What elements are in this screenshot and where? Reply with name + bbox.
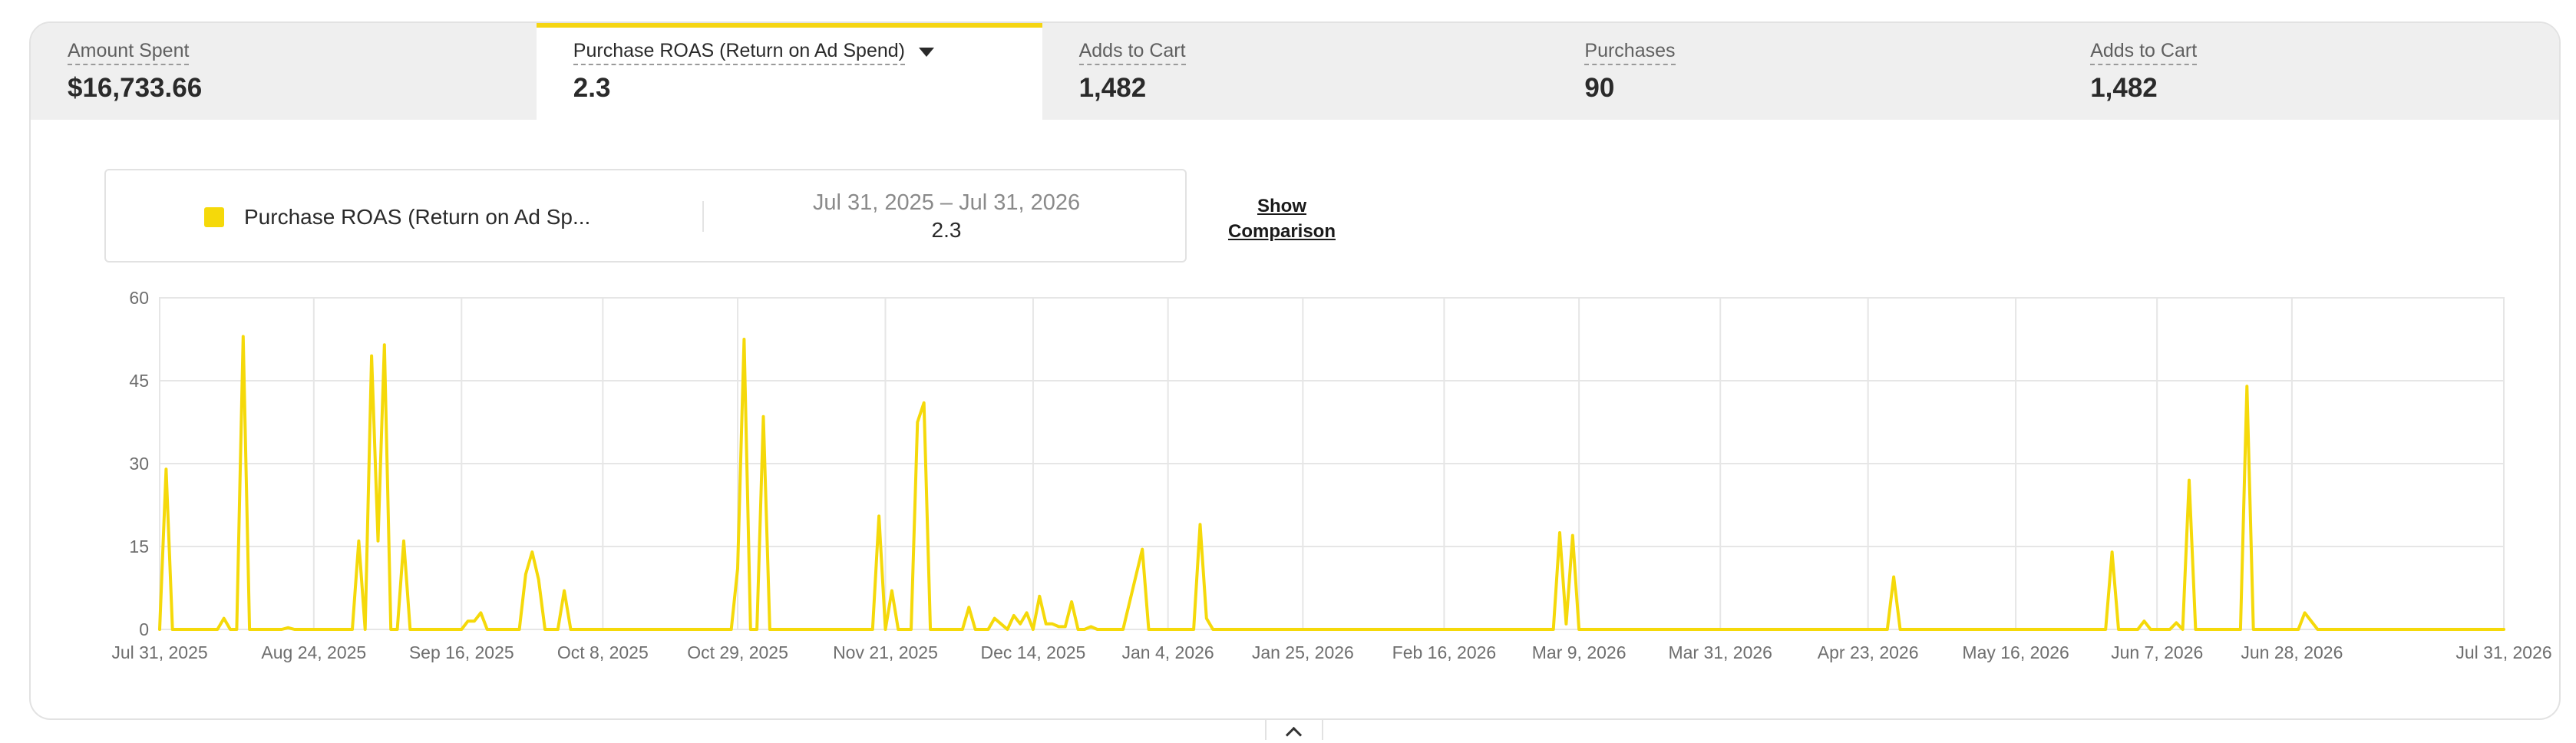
tab-label: Purchases [1584, 40, 1676, 65]
tab-amount-spent[interactable]: Amount Spent $16,733.66 [31, 23, 537, 120]
tab-label: Adds to Cart [2090, 40, 2198, 65]
legend-value: 2.3 [931, 218, 962, 242]
tab-value: 1,482 [2090, 73, 2158, 103]
tab-purchases[interactable]: Purchases 90 [1547, 23, 2054, 120]
x-tick-label: Jul 31, 2026 [2455, 642, 2551, 662]
x-tick-label: Dec 14, 2025 [981, 642, 1086, 662]
roas-line-chart: 0 15 30 45 60 Jul 31, 2025 Aug 24, 2025 Sep 16,… [111, 288, 2551, 662]
tab-label: Amount Spent [68, 40, 190, 65]
chart-legend: Purchase ROAS (Return on Ad Sp... Jul 31… [104, 169, 1187, 263]
tab-value: $16,733.66 [68, 73, 203, 103]
x-tick-label: Oct 29, 2025 [687, 642, 788, 662]
y-tick-label: 0 [139, 619, 149, 639]
x-tick-label: Oct 8, 2025 [557, 642, 649, 662]
tab-value: 90 [1584, 73, 1615, 103]
x-tick-label: Jun 28, 2026 [2241, 642, 2343, 662]
legend-date-range: Jul 31, 2025 – Jul 31, 2026 [812, 190, 1081, 215]
tab-purchase-roas[interactable]: Purchase ROAS (Return on Ad Spend) 2.3 [536, 23, 1042, 120]
caret-down-icon[interactable] [918, 47, 934, 57]
metrics-card: Amount Spent $16,733.66 Purchase ROAS (R… [29, 21, 2561, 720]
tab-label: Adds to Cart [1078, 40, 1186, 65]
legend-divider [702, 201, 704, 232]
legend-series-name: Purchase ROAS (Return on Ad Sp... [244, 205, 591, 229]
x-tick-label: Jun 7, 2026 [2111, 642, 2203, 662]
tab-value: 2.3 [573, 73, 611, 103]
x-tick-label: Apr 23, 2026 [1818, 642, 1919, 662]
series-color-swatch [204, 207, 224, 227]
collapse-chart-button[interactable] [1265, 718, 1323, 743]
x-tick-label: Mar 9, 2026 [1532, 642, 1627, 662]
x-tick-label: Nov 21, 2025 [833, 642, 938, 662]
chevron-up-icon [1285, 726, 1303, 743]
y-tick-label: 60 [129, 288, 149, 308]
tab-label: Purchase ROAS (Return on Ad Spend) [573, 40, 905, 65]
x-tick-label: May 16, 2026 [1962, 642, 2069, 662]
y-tick-label: 15 [129, 537, 149, 556]
tab-adds-to-cart[interactable]: Adds to Cart 1,482 [1042, 23, 1548, 120]
series-line [158, 335, 2505, 631]
tab-value: 1,482 [1078, 73, 1147, 103]
y-tick-label: 30 [129, 454, 149, 474]
metric-tabs: Amount Spent $16,733.66 Purchase ROAS (R… [31, 23, 2559, 120]
x-tick-label: Jan 4, 2026 [1122, 642, 1214, 662]
x-tick-label: Mar 31, 2026 [1668, 642, 1772, 662]
tab-adds-to-cart-2[interactable]: Adds to Cart 1,482 [2053, 23, 2559, 120]
x-tick-label: Jan 25, 2026 [1252, 642, 1354, 662]
x-tick-label: Aug 24, 2025 [261, 642, 366, 662]
x-tick-label: Jul 31, 2025 [111, 642, 207, 662]
y-tick-label: 45 [129, 371, 149, 391]
show-comparison-link[interactable]: Show Comparison [1227, 196, 1336, 242]
x-tick-label: Feb 16, 2026 [1392, 642, 1497, 662]
x-tick-label: Sep 16, 2025 [409, 642, 514, 662]
